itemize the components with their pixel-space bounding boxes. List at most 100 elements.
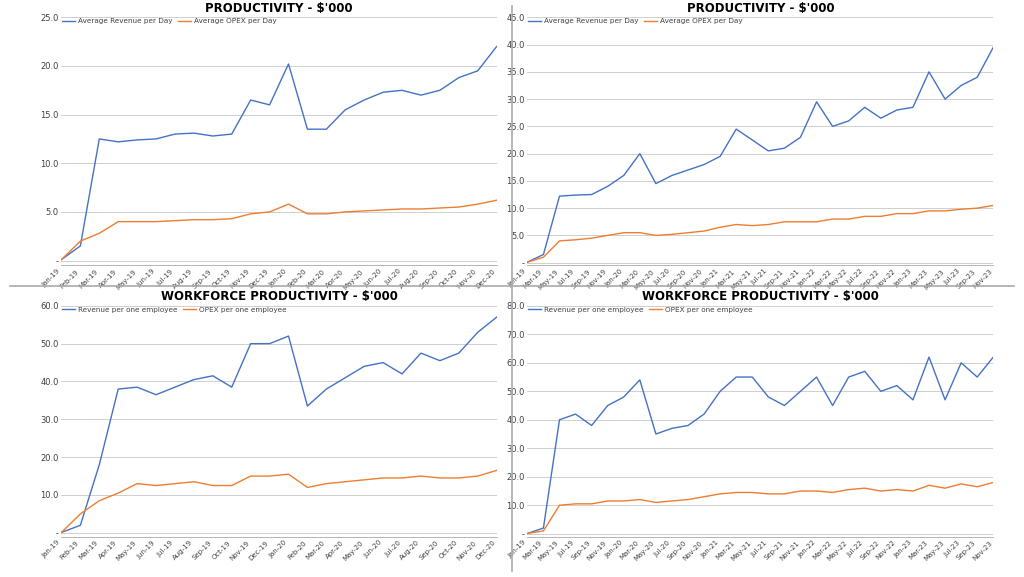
- Average Revenue per Day: [553, 193, 565, 200]
- OPEX per one employee: [891, 486, 903, 493]
- Average Revenue per Day: [810, 98, 822, 105]
- OPEX per one employee: [396, 474, 409, 481]
- Average OPEX per Day: [843, 216, 855, 223]
- Average OPEX per Day: [55, 256, 68, 263]
- OPEX per one employee: [987, 479, 999, 486]
- Line: Revenue per one employee: Revenue per one employee: [527, 357, 993, 534]
- Average Revenue per Day: [245, 96, 257, 103]
- Average OPEX per Day: [169, 217, 181, 224]
- Average OPEX per Day: [245, 211, 257, 218]
- Average Revenue per Day: [131, 136, 143, 143]
- Line: Average Revenue per Day: Average Revenue per Day: [61, 47, 497, 260]
- Average Revenue per Day: [538, 251, 550, 258]
- OPEX per one employee: [225, 482, 238, 489]
- OPEX per one employee: [843, 486, 855, 493]
- Average OPEX per Day: [810, 218, 822, 225]
- Average OPEX per Day: [263, 208, 275, 215]
- Revenue per one employee: [187, 376, 200, 383]
- Average OPEX per Day: [858, 213, 870, 220]
- Revenue per one employee: [283, 332, 295, 339]
- Average OPEX per Day: [795, 218, 807, 225]
- Average Revenue per Day: [730, 126, 742, 133]
- OPEX per one employee: [569, 500, 582, 507]
- Average Revenue per Day: [453, 74, 465, 81]
- Revenue per one employee: [521, 530, 534, 537]
- Average OPEX per Day: [74, 238, 86, 245]
- OPEX per one employee: [795, 488, 807, 494]
- Average Revenue per Day: [826, 123, 839, 130]
- Average OPEX per Day: [939, 207, 951, 214]
- Average OPEX per Day: [490, 197, 503, 204]
- OPEX per one employee: [601, 497, 613, 504]
- Average Revenue per Day: [169, 130, 181, 137]
- Average Revenue per Day: [358, 96, 371, 103]
- OPEX per one employee: [187, 478, 200, 485]
- OPEX per one employee: [826, 489, 839, 496]
- Average OPEX per Day: [955, 206, 968, 213]
- OPEX per one employee: [415, 473, 427, 479]
- OPEX per one employee: [617, 497, 630, 504]
- Revenue per one employee: [358, 363, 371, 370]
- Average Revenue per Day: [472, 68, 484, 74]
- Average Revenue per Day: [987, 44, 999, 51]
- Average Revenue per Day: [650, 180, 663, 187]
- Line: OPEX per one employee: OPEX per one employee: [527, 482, 993, 534]
- Average OPEX per Day: [826, 216, 839, 223]
- Average OPEX per Day: [131, 218, 143, 225]
- Revenue per one employee: [339, 374, 351, 381]
- OPEX per one employee: [472, 473, 484, 479]
- Average Revenue per Day: [617, 172, 630, 179]
- Average Revenue per Day: [521, 258, 534, 265]
- Average Revenue per Day: [207, 133, 219, 140]
- Average Revenue per Day: [263, 102, 275, 108]
- Average OPEX per Day: [434, 205, 446, 212]
- OPEX per one employee: [169, 480, 181, 487]
- OPEX per one employee: [283, 471, 295, 478]
- Average Revenue per Day: [396, 87, 409, 93]
- Revenue per one employee: [586, 422, 598, 429]
- OPEX per one employee: [150, 482, 162, 489]
- Revenue per one employee: [843, 373, 855, 380]
- Average OPEX per Day: [586, 235, 598, 242]
- Average OPEX per Day: [112, 218, 124, 225]
- Average OPEX per Day: [521, 258, 534, 265]
- OPEX per one employee: [762, 490, 774, 497]
- Revenue per one employee: [955, 359, 968, 366]
- OPEX per one employee: [453, 474, 465, 481]
- OPEX per one employee: [682, 496, 694, 503]
- OPEX per one employee: [339, 478, 351, 485]
- OPEX per one employee: [434, 474, 446, 481]
- OPEX per one employee: [923, 482, 935, 489]
- Revenue per one employee: [795, 388, 807, 395]
- Revenue per one employee: [553, 417, 565, 424]
- Title: PRODUCTIVITY - $'000: PRODUCTIVITY - $'000: [205, 2, 353, 15]
- Average Revenue per Day: [301, 126, 313, 133]
- Revenue per one employee: [874, 388, 887, 395]
- OPEX per one employee: [698, 493, 711, 500]
- Average Revenue per Day: [434, 87, 446, 93]
- Revenue per one employee: [971, 373, 983, 380]
- OPEX per one employee: [586, 500, 598, 507]
- Average OPEX per Day: [682, 229, 694, 236]
- Title: WORKFORCE PRODUCTIVITY - $'000: WORKFORCE PRODUCTIVITY - $'000: [161, 290, 397, 304]
- OPEX per one employee: [553, 502, 565, 509]
- Average Revenue per Day: [377, 89, 389, 96]
- OPEX per one employee: [778, 490, 791, 497]
- Revenue per one employee: [569, 411, 582, 418]
- Average Revenue per Day: [971, 74, 983, 81]
- Average OPEX per Day: [778, 218, 791, 225]
- Average OPEX per Day: [339, 208, 351, 215]
- OPEX per one employee: [955, 481, 968, 488]
- Revenue per one employee: [207, 372, 219, 379]
- Average OPEX per Day: [472, 201, 484, 208]
- Average OPEX per Day: [283, 201, 295, 208]
- Revenue per one employee: [730, 373, 742, 380]
- Average OPEX per Day: [891, 210, 903, 217]
- Average Revenue per Day: [698, 161, 711, 168]
- Revenue per one employee: [858, 368, 870, 375]
- OPEX per one employee: [666, 497, 678, 504]
- Revenue per one employee: [891, 382, 903, 389]
- Revenue per one employee: [169, 384, 181, 391]
- Average Revenue per Day: [55, 256, 68, 263]
- Legend: Average Revenue per Day, Average OPEX per Day: Average Revenue per Day, Average OPEX pe…: [528, 18, 742, 24]
